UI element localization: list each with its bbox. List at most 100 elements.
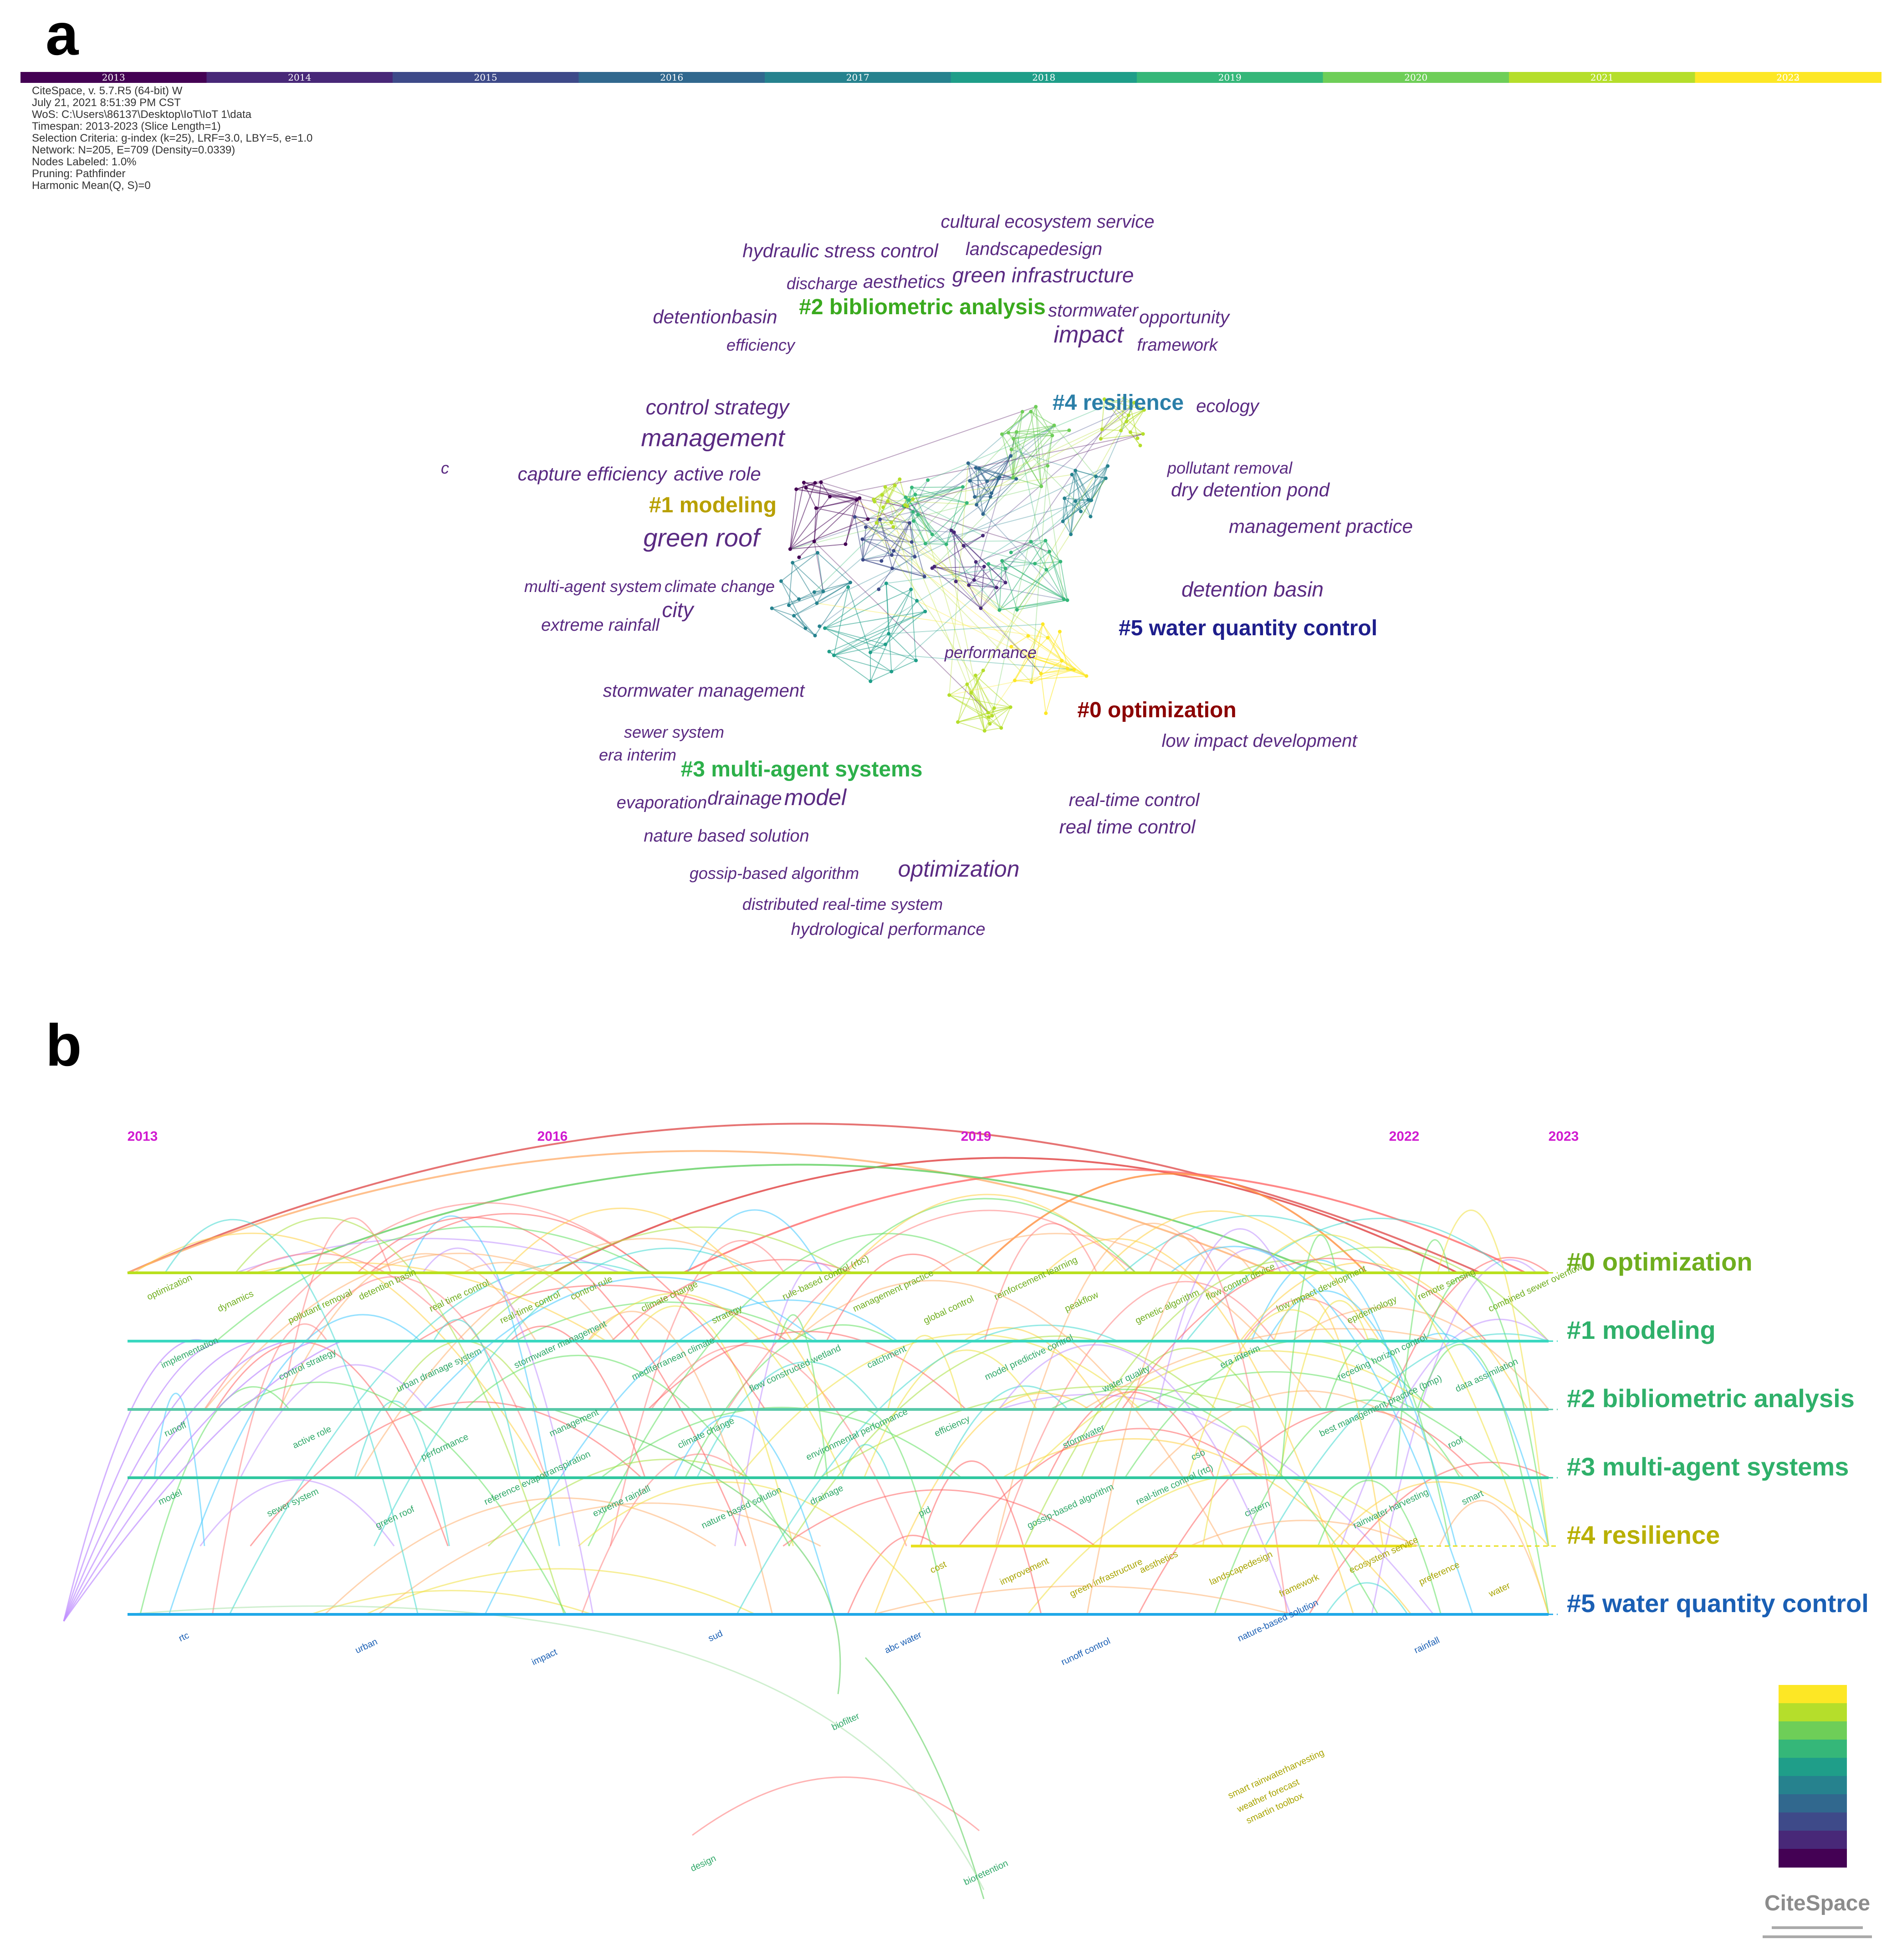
timeline-arc <box>1186 1218 1510 1342</box>
network-edge <box>891 478 1106 672</box>
network-node <box>1063 496 1067 500</box>
timeline-arc <box>1291 1307 1549 1410</box>
network-node <box>819 480 823 484</box>
network-edge <box>963 545 1035 564</box>
timeline-arc <box>235 1381 567 1615</box>
network-edge <box>999 561 1061 611</box>
network-node <box>999 726 1003 730</box>
timeline-arc <box>354 1400 450 1547</box>
network-edge <box>1035 407 1042 487</box>
network-edge <box>859 498 869 520</box>
timeline-arc <box>168 1314 421 1615</box>
network-edge <box>969 480 992 494</box>
timeline-arc <box>1045 1238 1355 1615</box>
network-edge <box>999 598 1064 611</box>
network-node <box>812 590 816 594</box>
network-node <box>1014 430 1018 434</box>
network-node <box>1058 629 1062 633</box>
timeline-arc <box>365 1568 756 1615</box>
network-edge <box>889 623 1043 634</box>
timeline-arc <box>552 1409 841 1695</box>
network-edge <box>999 540 1046 611</box>
timeline-cluster-label-2-bibliometric-analysis: #2 bibliometric analysis <box>1567 1384 1855 1413</box>
timeline-cluster-lines <box>128 1271 1558 1616</box>
network-edge <box>949 463 969 695</box>
term-detentionbasin: detentionbasin <box>653 306 777 327</box>
network-edge <box>833 611 925 656</box>
network-node <box>930 532 934 536</box>
network-node <box>974 560 978 564</box>
network-edge <box>988 564 1000 610</box>
network-node <box>1135 436 1140 440</box>
network-node <box>969 691 973 695</box>
network-node <box>952 530 956 534</box>
network-edge <box>814 582 851 593</box>
network-edge <box>913 474 1072 500</box>
year-timeline-bar: 2013 2014 2015 2016 2017 2018 2019 2020 2021 2022… <box>20 72 1882 83</box>
network-edge <box>932 566 984 569</box>
network-node <box>853 515 857 519</box>
network-edge <box>976 481 988 505</box>
timeline-arc <box>1371 1259 1537 1615</box>
cluster-label-2-bibliometric-analysis: #2 bibliometric analysis <box>799 295 1046 319</box>
network-edge <box>781 552 818 582</box>
year-segment-2018 <box>951 72 1137 83</box>
network-node <box>965 501 969 505</box>
timeline-arc <box>462 1261 615 1342</box>
network-edge <box>1064 498 1081 512</box>
network-edge <box>789 489 797 549</box>
year-label-2016: 2016 <box>660 72 683 83</box>
network-node <box>797 597 801 601</box>
timeline-arc <box>153 1393 205 1547</box>
network-node <box>1046 464 1050 468</box>
network-edge <box>970 478 1017 481</box>
network-edge <box>1016 429 1069 433</box>
network-edge <box>909 523 925 577</box>
network-edge <box>793 582 851 616</box>
network-node <box>972 578 976 582</box>
network-edge <box>975 468 984 515</box>
network-edge <box>1062 521 1071 535</box>
network-node <box>1142 408 1146 412</box>
timeline-arc <box>1239 1262 1529 1410</box>
network-edge <box>957 715 992 723</box>
network-node <box>915 599 919 603</box>
header-line: CiteSpace, v. 5.7.R5 (64-bit) W <box>32 85 183 97</box>
network-edge <box>975 675 1002 728</box>
network-node <box>1086 498 1090 502</box>
network-edge <box>1028 635 1087 677</box>
cluster-label-5-water-quantity-control: #5 water quantity control <box>1119 616 1377 640</box>
timeline-arc <box>863 1349 1038 1478</box>
network-node <box>910 540 914 544</box>
term-era-interim: era interim <box>599 745 676 764</box>
network-node <box>981 669 985 673</box>
network-node <box>986 711 990 715</box>
timeline-arc <box>63 1340 260 1622</box>
network-edge <box>934 566 1006 583</box>
term-stormwater-management: stormwater management <box>603 681 805 701</box>
timeline-arc <box>835 1198 1136 1274</box>
network-node <box>1125 419 1129 424</box>
network-edge <box>1012 435 1053 478</box>
header-line: Nodes Labeled: 1.0% <box>32 156 137 168</box>
timeline-arc <box>356 1238 758 1478</box>
network-node <box>1009 448 1013 452</box>
network-edge <box>806 487 857 500</box>
network-edge <box>1012 432 1017 478</box>
term-green-roof: green roof <box>643 523 762 552</box>
network-node <box>797 555 801 559</box>
network-node <box>1020 410 1024 414</box>
network-edge <box>796 489 904 507</box>
network-node <box>890 521 894 525</box>
network-edge <box>979 455 1011 470</box>
network-edge <box>946 502 967 545</box>
network-edge <box>976 541 1031 562</box>
network-node <box>1141 432 1145 436</box>
network-node <box>872 497 876 501</box>
network-node <box>860 537 864 541</box>
term-discharge: discharge <box>787 274 858 293</box>
network-edge <box>971 415 1129 693</box>
network-edge <box>876 522 1032 683</box>
network-node <box>1007 431 1011 435</box>
network-edge <box>876 522 1048 638</box>
